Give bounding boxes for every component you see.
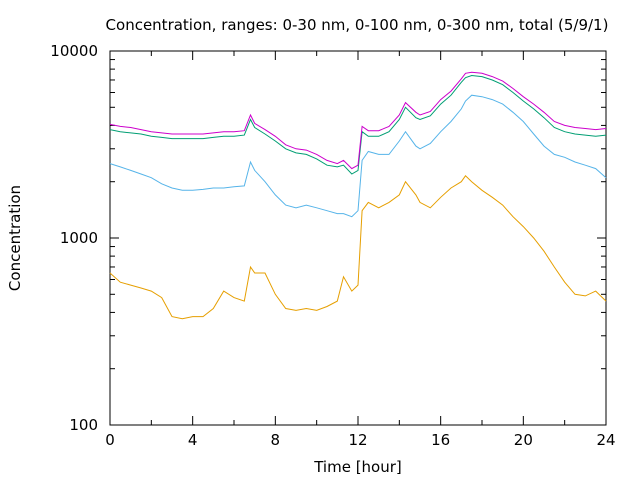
- x-tick-label: 12: [348, 431, 367, 449]
- x-tick-label: 24: [596, 431, 615, 449]
- x-tick-label: 8: [271, 431, 281, 449]
- x-tick-label: 4: [188, 431, 198, 449]
- y-tick-label: 1000: [60, 229, 98, 247]
- axis-ticks: 0 4 8 12 16 20 24 100 1000 10000: [50, 42, 615, 449]
- y-tick-label: 10000: [50, 42, 98, 60]
- series-group: [109, 71, 607, 320]
- series-line-0: [109, 175, 607, 320]
- series-line-1: [109, 94, 607, 218]
- chart-title: Concentration, ranges: 0-30 nm, 0-100 nm…: [106, 16, 609, 34]
- y-axis-label: Concentration: [6, 185, 24, 291]
- series-line-3: [109, 71, 607, 170]
- x-tick-label: 16: [431, 431, 450, 449]
- x-axis-label: Time [hour]: [313, 458, 402, 476]
- x-tick-label: 20: [514, 431, 533, 449]
- series-line-2: [109, 74, 607, 175]
- x-tick-label: 0: [105, 431, 115, 449]
- y-tick-label: 100: [69, 416, 98, 434]
